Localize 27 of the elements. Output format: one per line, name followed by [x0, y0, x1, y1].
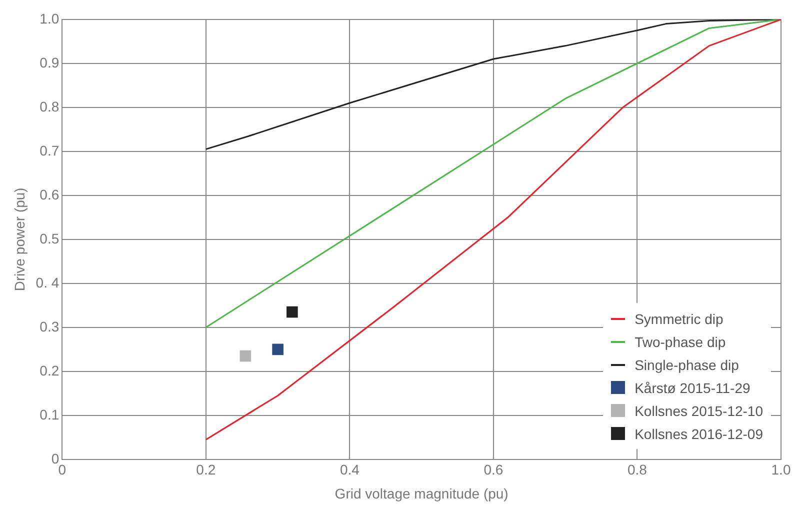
x-tick-label: 0.2 — [196, 462, 216, 478]
legend-label: Kårstø 2015-11-29 — [634, 380, 750, 396]
legend-label: Single-phase dip — [634, 356, 739, 373]
point — [272, 344, 284, 356]
y-tick-label: 0.5 — [40, 230, 60, 246]
legend-label: Symmetric dip — [634, 310, 724, 327]
y-tick-label: 0 — [51, 450, 60, 466]
legend-label: Kollsnes 2015-12-10 — [634, 402, 763, 419]
x-tick-label: 0.4 — [340, 462, 360, 478]
y-tick-label: 0. 4 — [36, 274, 60, 290]
legend-label: Kollsnes 2016-12-09 — [634, 426, 763, 442]
y-tick-label: 0.9 — [40, 54, 60, 70]
y-tick-label: 0.6 — [40, 186, 60, 202]
y-tick-label: 1.0 — [40, 10, 60, 26]
point — [286, 306, 298, 318]
x-tick-label: 0.6 — [484, 462, 504, 478]
y-tick-label: 0.7 — [40, 142, 60, 158]
y-tick-label: 0.1 — [40, 406, 60, 422]
y-tick-label: 0.2 — [40, 362, 60, 378]
point — [240, 350, 252, 362]
y-tick-label: 0.8 — [40, 98, 60, 114]
y-axis-title: Drive power (pu) — [11, 188, 28, 292]
legend-label: Two-phase dip — [634, 334, 726, 350]
y-tick-label: 0.3 — [40, 318, 60, 334]
x-axis-title: Grid voltage magnitude (pu) — [334, 485, 508, 502]
x-tick-label: 1.0 — [771, 462, 791, 478]
x-tick-label: 0.8 — [627, 462, 648, 478]
